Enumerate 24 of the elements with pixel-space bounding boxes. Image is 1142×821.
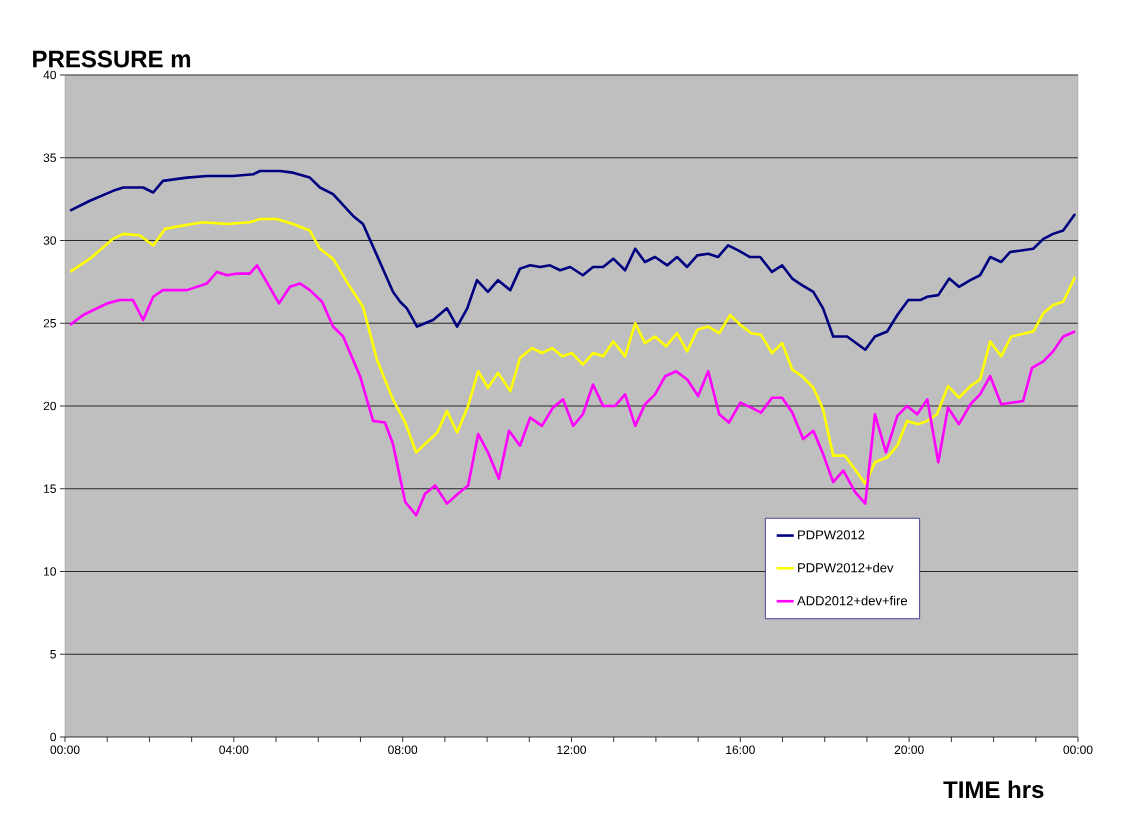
- y-tick-label: 0: [50, 732, 57, 742]
- x-tick-label: 04:00: [219, 745, 249, 755]
- x-tick-label: 08:00: [388, 745, 418, 755]
- y-tick-label: 15: [44, 484, 56, 493]
- y-axis-title: PRESSURE m: [33, 50, 191, 68]
- legend-label: PDPW2012: [798, 530, 865, 540]
- x-tick-label: 12:00: [557, 745, 587, 755]
- y-tick-label: 40: [43, 70, 57, 80]
- x-tick-label: 20:00: [894, 745, 924, 755]
- y-tick-label: 5: [50, 650, 56, 659]
- x-tick-label: 00:00: [50, 745, 80, 755]
- line-series: [68, 264, 1077, 517]
- y-tick-label: 10: [44, 567, 57, 576]
- line-series: [68, 169, 1077, 352]
- x-tick-label: 00:00: [1063, 745, 1093, 755]
- line-series: [68, 217, 1077, 486]
- y-tick-label: 25: [43, 318, 56, 328]
- legend-label: ADD2012+dev+fire: [797, 595, 908, 606]
- legend-label: PDPW2012+dev: [798, 562, 894, 573]
- y-tick-label: 35: [43, 153, 56, 162]
- x-axis-title: TIME hrs: [943, 780, 1044, 799]
- x-tick-label: 16:00: [726, 745, 755, 755]
- y-tick-label: 20: [43, 401, 57, 411]
- y-tick-label: 30: [43, 236, 57, 245]
